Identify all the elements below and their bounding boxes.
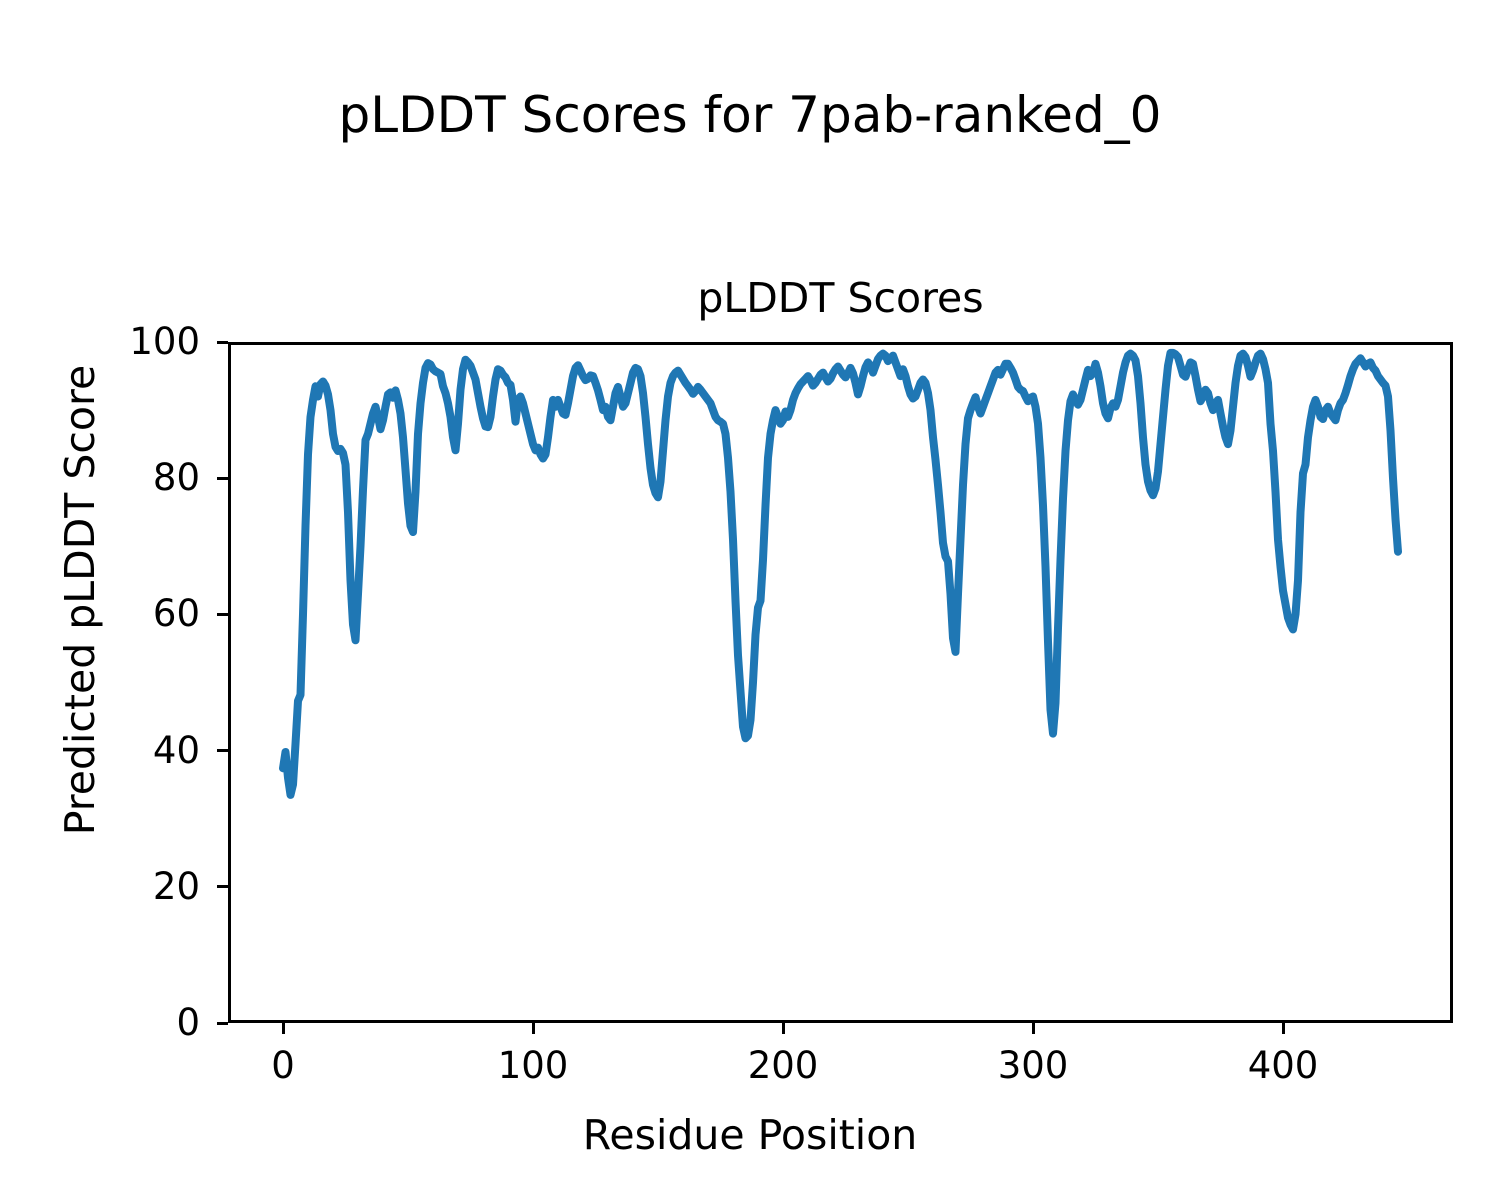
x-tick-mark-300 — [1031, 1023, 1035, 1034]
x-tick-label-300: 300 — [997, 1044, 1069, 1087]
y-tick-mark-80 — [217, 476, 228, 480]
x-tick-label-200: 200 — [747, 1044, 819, 1087]
x-tick-label-400: 400 — [1247, 1044, 1319, 1087]
plddt-line — [279, 348, 1402, 799]
axes-spines — [228, 342, 1453, 1023]
x-tick-label-100: 100 — [497, 1044, 569, 1087]
y-tick-label-80: 80 — [152, 456, 200, 500]
x-tick-mark-100 — [531, 1023, 535, 1034]
x-tick-mark-0 — [281, 1023, 285, 1034]
y-tick-mark-60 — [217, 612, 228, 616]
axes-title: pLDDT Scores — [697, 274, 984, 322]
y-tick-label-20: 20 — [152, 864, 200, 908]
x-tick-mark-200 — [781, 1023, 785, 1034]
y-tick-mark-100 — [217, 340, 228, 344]
y-tick-label-100: 100 — [129, 320, 200, 363]
y-tick-label-0: 0 — [176, 1001, 200, 1044]
figure-title: pLDDT Scores for 7pab-ranked_0 — [338, 86, 1162, 144]
y-tick-mark-0 — [217, 1021, 228, 1025]
y-axis-label: Predicted pLDDT Score — [56, 364, 104, 836]
x-tick-label-0: 0 — [271, 1044, 295, 1087]
x-axis-label: Residue Position — [582, 1111, 918, 1159]
plot-area — [228, 342, 1453, 1023]
y-tick-mark-40 — [217, 749, 228, 753]
y-tick-label-40: 40 — [152, 728, 200, 772]
x-tick-mark-400 — [1281, 1023, 1285, 1034]
y-tick-mark-20 — [217, 885, 228, 889]
y-tick-label-60: 60 — [152, 592, 200, 636]
